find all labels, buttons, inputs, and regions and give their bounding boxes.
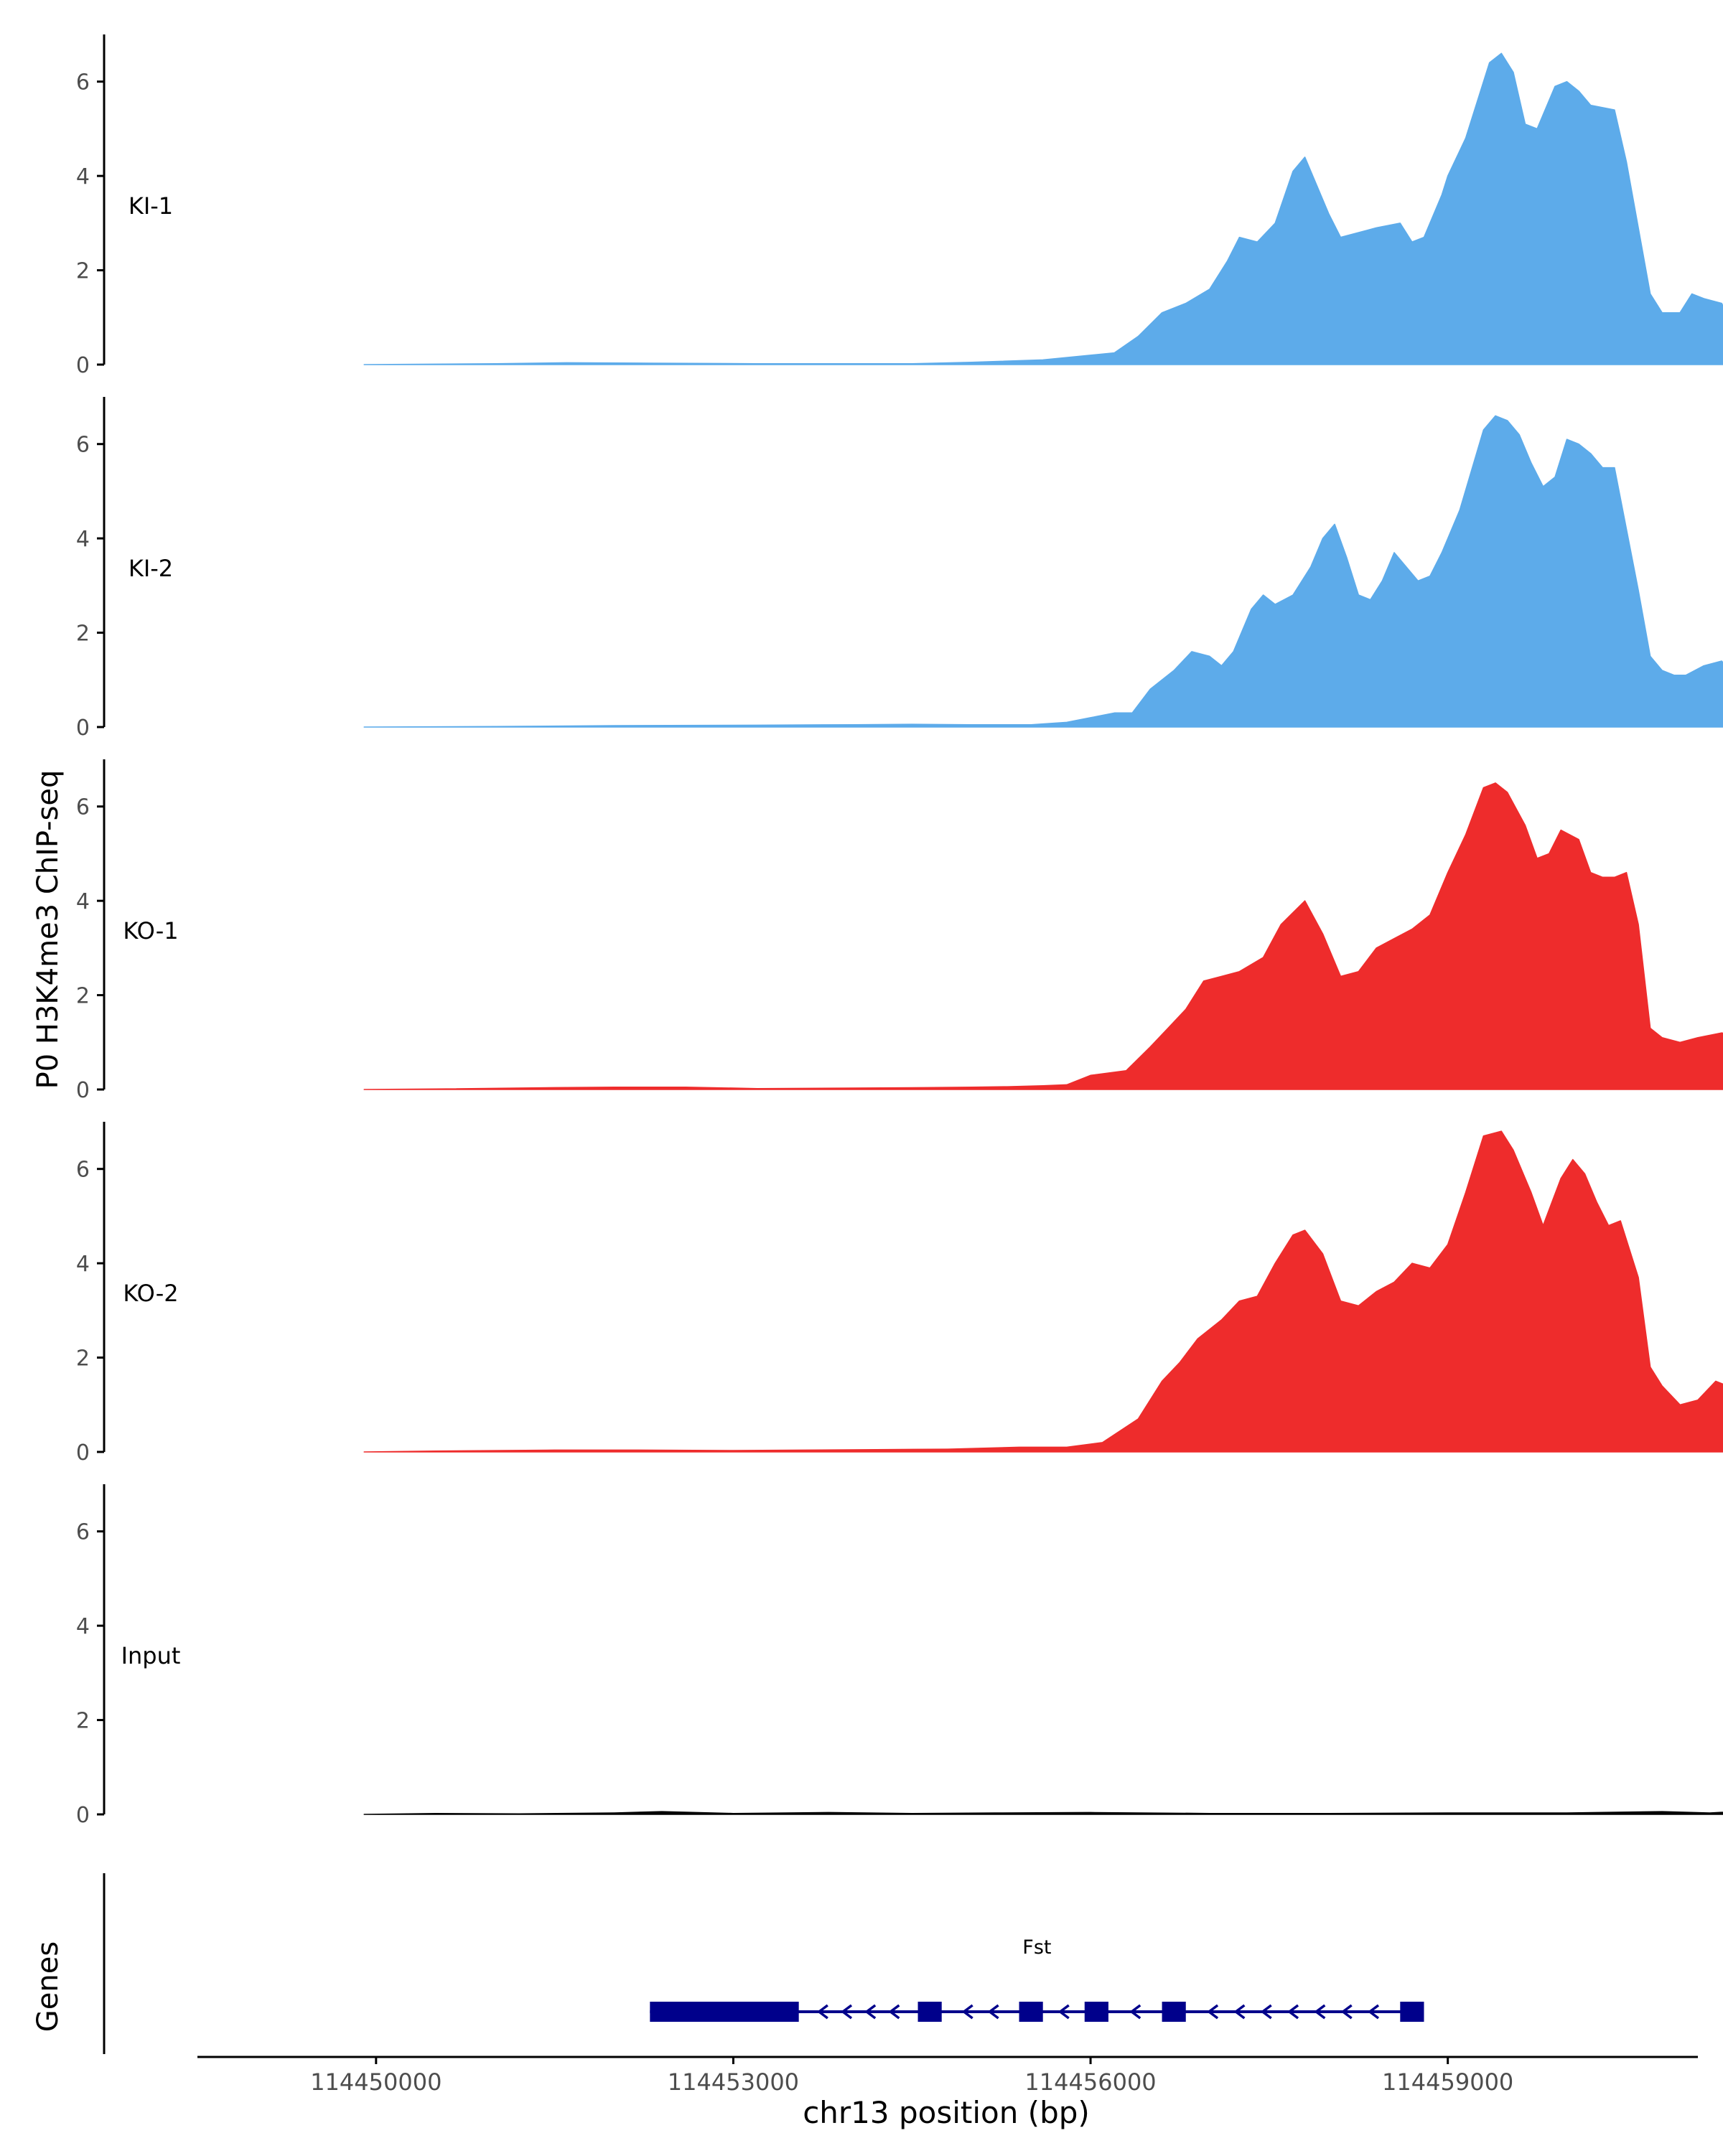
genes-track-title: Genes [32,1941,65,2032]
exon [917,2002,942,2022]
strand-arrow [1287,2004,1299,2020]
sample-label-ki-1: KI-1 [129,192,173,220]
strand-arrow [1207,2004,1219,2020]
y-tick-label: 2 [76,1709,90,1734]
x-tick-label: 114453000 [668,2068,799,2096]
strand-arrow [816,2004,828,2020]
x-tick-label: 114459000 [1382,2068,1513,2096]
strand-arrow [1260,2004,1272,2020]
strand-arrow [1314,2004,1326,2020]
y-axis-title: P0 H3K4me3 ChIP-seq [32,770,65,1089]
exon [1162,2002,1186,2022]
y-tick-label: 4 [76,1614,90,1639]
x-tick-label: 114450000 [310,2068,442,2096]
signal-area-ki-1 [363,52,1723,365]
gene-track: Fst [103,1873,1424,2054]
signal-area-ko-2 [363,1130,1723,1453]
y-tick-label: 4 [76,164,90,189]
strand-arrow [1340,2004,1353,2020]
y-tick-label: 4 [76,889,90,914]
track-ko-1: 0 2 4 6 KO-1 [76,759,1723,1103]
y-tick-label: 6 [76,795,90,820]
y-tick-label: 0 [76,716,90,741]
y-tick-label: 2 [76,984,90,1009]
strand-arrow [841,2004,853,2020]
y-tick-label: 2 [76,259,90,284]
x-tick-label: 114456000 [1024,2068,1156,2096]
strand-arrow [987,2004,999,2020]
track-ko-2: 0 2 4 6 KO-2 [76,1122,1723,1466]
track-ki-2: 0 2 4 6 KI-2 [76,397,1723,741]
y-tick-label: 6 [76,1520,90,1545]
x-axis: 114450000 114453000 114456000 114459000 [197,2056,1698,2096]
y-tick-label: 6 [76,1158,90,1183]
exon [1019,2002,1043,2022]
x-axis-title: chr13 position (bp) [803,2095,1090,2130]
exon [650,2002,799,2022]
strand-arrow [1233,2004,1246,2020]
strand-arrow [1129,2004,1141,2020]
y-tick-label: 0 [76,1078,90,1103]
tracks: 0 2 4 6 KI-1 0 2 4 6 KI-2 0 2 4 6 KO-1 0 2 4 6 KO-2 0 2 4 6 Inpu… [76,34,1723,1828]
sample-label-ko-2: KO-2 [123,1280,178,1307]
strand-arrow [1057,2004,1070,2020]
y-tick-label: 2 [76,622,90,647]
y-tick-label: 2 [76,1346,90,1372]
y-tick-label: 0 [76,353,90,378]
strand-arrow [888,2004,900,2020]
exon [1400,2002,1424,2022]
strand-arrow [864,2004,877,2020]
y-tick-label: 6 [76,70,90,95]
y-tick-label: 0 [76,1440,90,1466]
signal-area-input [363,1811,1723,1815]
y-tick-label: 0 [76,1803,90,1828]
sample-label-input: Input [121,1642,181,1669]
track-input: 0 2 4 6 Input [76,1484,1723,1828]
exon [1084,2002,1108,2022]
signal-area-ki-2 [363,415,1723,728]
track-ki-1: 0 2 4 6 KI-1 [76,34,1723,378]
sample-label-ko-1: KO-1 [123,917,178,945]
y-tick-label: 6 [76,433,90,458]
strand-arrow [1368,2004,1380,2020]
y-tick-label: 4 [76,1252,90,1277]
sample-label-ki-2: KI-2 [129,555,173,582]
gene-name-label: Fst [1022,1936,1051,1959]
y-tick-label: 4 [76,527,90,552]
signal-area-ko-1 [363,782,1723,1090]
strand-arrow [961,2004,973,2020]
